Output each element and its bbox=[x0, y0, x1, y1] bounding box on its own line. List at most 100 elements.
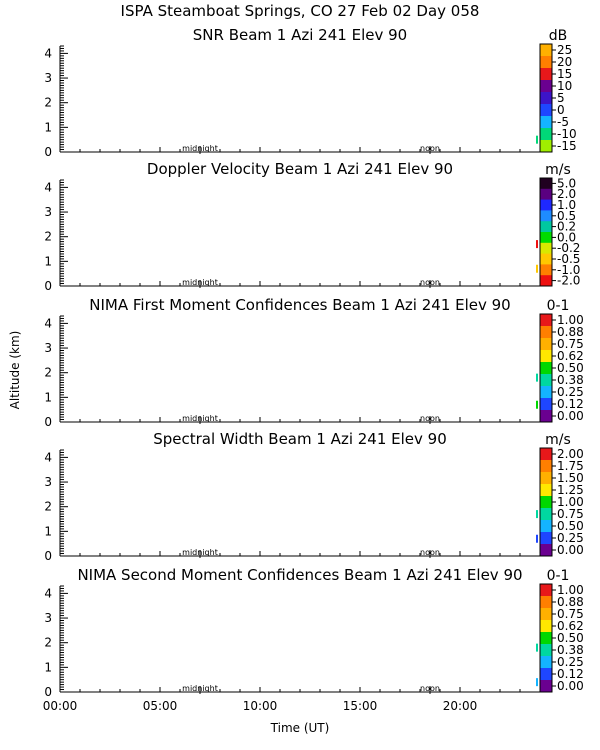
colorbar-label: 15 bbox=[557, 67, 572, 81]
midnight-label: midnight bbox=[182, 144, 218, 153]
colorbar-swatch bbox=[540, 92, 552, 105]
colorbar-frame bbox=[539, 177, 553, 287]
y-tick-label: 1 bbox=[44, 660, 52, 674]
colorbar-swatch bbox=[540, 80, 552, 93]
colorbar-label: -5 bbox=[557, 115, 569, 129]
y-tick-label: 2 bbox=[44, 230, 52, 244]
y-tick-label: 3 bbox=[44, 205, 52, 219]
colorbar-swatch bbox=[540, 374, 552, 387]
y-tick-label: 3 bbox=[44, 611, 52, 625]
colorbar-label: 1.00 bbox=[557, 313, 584, 327]
colorbar-label: 0 bbox=[557, 103, 565, 117]
panels: SNR Beam 1 Azi 241 Elev 90 0 1 2 3 4 midnight n… bbox=[43, 26, 584, 713]
colorbar-swatch bbox=[540, 326, 552, 339]
colorbar-swatch bbox=[540, 532, 552, 545]
colorbar-label: 0.25 bbox=[557, 655, 584, 669]
colorbar-swatch bbox=[540, 644, 552, 657]
y-tick-label: 4 bbox=[44, 586, 52, 600]
colorbar-swatch bbox=[540, 104, 552, 117]
colorbar-label: 2.0 bbox=[557, 187, 576, 201]
x-tick-label: 20:00 bbox=[443, 699, 478, 713]
y-tick-label: 1 bbox=[44, 254, 52, 268]
y-tick-label: 3 bbox=[44, 71, 52, 85]
colorbar-label: 5.0 bbox=[557, 176, 576, 190]
data-cell bbox=[536, 264, 538, 273]
colorbar-label: 0.0 bbox=[557, 230, 576, 244]
panel-5: NIMA Second Moment Confidences Beam 1 Az… bbox=[44, 566, 583, 699]
colorbar-swatch bbox=[540, 596, 552, 609]
y-tick-label: 4 bbox=[44, 450, 52, 464]
colorbar-unit: 0-1 bbox=[547, 298, 570, 314]
colorbar-label: 0.12 bbox=[557, 667, 584, 681]
colorbar-swatch bbox=[540, 520, 552, 533]
colorbar-label: 0.75 bbox=[557, 507, 584, 521]
colorbar-swatch bbox=[540, 242, 552, 255]
data-cell bbox=[536, 510, 538, 519]
colorbar-label: 0.62 bbox=[557, 349, 584, 363]
colorbar-label: 0.12 bbox=[557, 397, 584, 411]
colorbar-swatch bbox=[540, 275, 552, 287]
colorbar-label: 0.88 bbox=[557, 325, 584, 339]
colorbar-swatch bbox=[540, 253, 552, 265]
data-cell bbox=[536, 534, 538, 543]
data-cell bbox=[536, 135, 538, 144]
colorbar-label: 0.5 bbox=[557, 209, 576, 223]
y-tick-label: 1 bbox=[44, 390, 52, 404]
noon-label: noon bbox=[420, 548, 440, 557]
y-tick-label: 1 bbox=[44, 524, 52, 538]
data-cell bbox=[536, 400, 538, 409]
y-tick-label: 2 bbox=[44, 366, 52, 380]
y-tick-label: 2 bbox=[44, 636, 52, 650]
figure-title: ISPA Steamboat Springs, CO 27 Feb 02 Day… bbox=[121, 2, 480, 20]
y-tick-label: 0 bbox=[44, 145, 52, 159]
midnight-label: midnight bbox=[182, 684, 218, 693]
colorbar-swatch bbox=[540, 116, 552, 129]
colorbar-swatch bbox=[540, 484, 552, 497]
colorbar-label: -0.2 bbox=[557, 241, 580, 255]
colorbar-swatch bbox=[540, 460, 552, 473]
colorbar-swatch bbox=[540, 508, 552, 521]
colorbar-swatch bbox=[540, 398, 552, 411]
colorbar-label: 0.25 bbox=[557, 385, 584, 399]
noon-label: noon bbox=[420, 684, 440, 693]
noon-label: noon bbox=[420, 278, 440, 287]
colorbar-swatch bbox=[540, 350, 552, 363]
colorbar-label: 0.25 bbox=[557, 531, 584, 545]
midnight-label: midnight bbox=[182, 414, 218, 423]
colorbar-swatch bbox=[540, 56, 552, 69]
y-tick-label: 4 bbox=[44, 46, 52, 60]
data-cell bbox=[536, 240, 538, 249]
colorbar-swatch bbox=[540, 680, 552, 693]
y-tick-label: 3 bbox=[44, 475, 52, 489]
data-cell bbox=[536, 373, 538, 382]
y-tick-label: 3 bbox=[44, 341, 52, 355]
colorbar-unit: dB bbox=[549, 28, 568, 44]
colorbar-label: 2.00 bbox=[557, 447, 584, 461]
colorbar-label: -10 bbox=[557, 127, 577, 141]
colorbar-swatch bbox=[540, 656, 552, 669]
colorbar-label: 1.0 bbox=[557, 198, 576, 212]
colorbar-swatch bbox=[540, 410, 552, 423]
x-tick-label: 05:00 bbox=[143, 699, 178, 713]
x-tick-label: 00:00 bbox=[43, 699, 78, 713]
colorbar-label: 5 bbox=[557, 91, 565, 105]
colorbar-label: 0.75 bbox=[557, 607, 584, 621]
colorbar-label: 0.38 bbox=[557, 643, 584, 657]
y-tick-label: 0 bbox=[44, 549, 52, 563]
colorbar-label: 0.00 bbox=[557, 409, 584, 423]
data-cell bbox=[536, 643, 538, 652]
panel-3: NIMA First Moment Confidences Beam 1 Azi… bbox=[44, 296, 583, 429]
colorbar-label: 0.50 bbox=[557, 631, 584, 645]
x-tick-label: 10:00 bbox=[243, 699, 278, 713]
colorbar-unit: m/s bbox=[545, 162, 571, 178]
colorbar-label: -1.0 bbox=[557, 263, 580, 277]
panel-title: Spectral Width Beam 1 Azi 241 Elev 90 bbox=[153, 430, 447, 448]
colorbar-swatch bbox=[540, 140, 552, 153]
colorbar-swatch bbox=[540, 608, 552, 621]
noon-label: noon bbox=[420, 414, 440, 423]
colorbar-label: 20 bbox=[557, 55, 572, 69]
colorbar-swatch bbox=[540, 128, 552, 141]
colorbar-swatch bbox=[540, 44, 552, 57]
y-tick-label: 0 bbox=[44, 415, 52, 429]
